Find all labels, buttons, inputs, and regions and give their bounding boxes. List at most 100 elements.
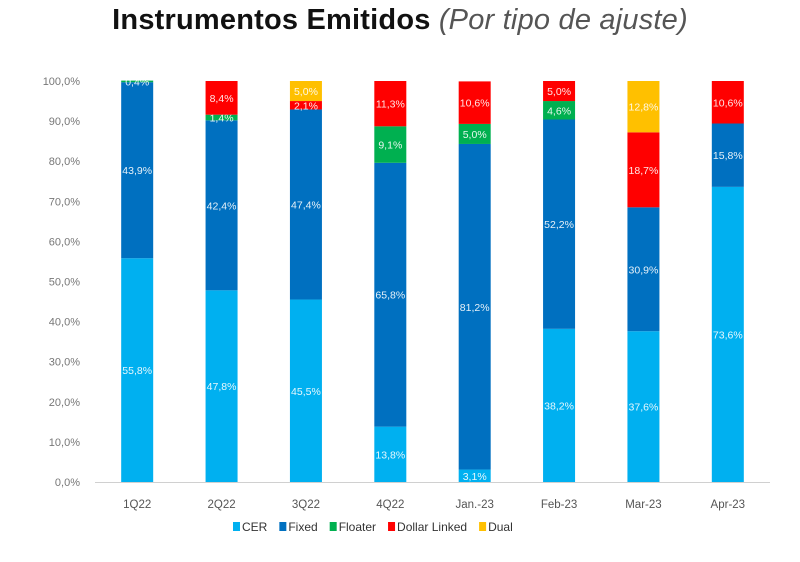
data-label: 9,1% [378,140,402,152]
bar-segment-floater [205,114,238,121]
bar-segment-fixed [627,207,660,332]
data-label: 5,0% [294,86,318,98]
data-label: 45,5% [291,386,321,398]
data-label: 43,9% [122,165,152,177]
x-tick-label: 2Q22 [207,499,235,511]
y-tick-label: 0,0% [55,477,80,489]
x-tick-label: Jan.-23 [456,499,494,511]
chart-subtitle: (Por tipo de ajuste) [438,4,688,36]
bar-segment-cer [627,331,660,482]
x-axis: 1Q22 2Q22 3Q22 4Q22 Jan.-23 Feb-23 Mar-23 Apr-2… [123,499,745,511]
bar-stack-2Q22: 47,8% 42,4% 1,4% 8,4% [205,81,238,482]
data-label: 15,8% [713,150,743,162]
data-label: 12,8% [629,102,659,114]
bar-segment-dollar-linked [289,101,322,110]
bar-segment-cer [374,426,407,482]
bar-segment-dual [627,81,660,133]
y-tick-label: 80,0% [49,156,80,168]
bar-segment-cer [458,469,491,482]
data-label: 10,6% [713,97,743,109]
bar-segment-cer [289,299,322,482]
bar-segment-dollar-linked [205,81,238,115]
data-label: 11,3% [376,99,405,111]
bar-stack-Apr-23: 73,6% 15,8% 10,6% [711,81,744,482]
legend-item-dollar-linked: Dollar Linked [388,520,467,534]
data-label: 65,8% [375,290,405,302]
bar-segment-cer [543,328,576,482]
y-tick-label: 20,0% [49,397,80,409]
bar-stack-Jan.-23: 3,1% 81,2% 5,0% 10,6% [458,81,491,483]
bars: 55,8% 43,9% 0,4% 47,8% 42,4% 1,4% 8,4% 45,5% 47,… [121,76,744,483]
y-tick-label: 50,0% [49,277,80,289]
y-axis: 0,0% 10,0% 20,0% 30,0% 40,0% 50,0% 60,0% 70,0% 8… [43,76,81,489]
legend-item-cer: CER [233,520,268,534]
bar-segment-floater [458,123,491,144]
bar-segment-dollar-linked [711,81,744,124]
legend-item-dual: Dual [479,520,513,534]
bar-segment-cer [121,258,154,482]
data-label: 3,1% [463,471,487,483]
bar-stack-Feb-23: 38,2% 52,2% 4,6% 5,0% [543,81,576,482]
legend-item-fixed: Fixed [279,520,318,534]
x-tick-label: 3Q22 [292,499,320,511]
bar-segment-dollar-linked [627,132,660,208]
bar-segment-cer [205,290,238,482]
legend-swatch [329,522,337,531]
bar-segment-dollar-linked [458,81,491,124]
legend-swatch [388,522,396,531]
legend-label: Dollar Linked [397,520,467,534]
legend-label: Dual [488,520,513,534]
data-label: 13,8% [375,449,405,461]
legend-swatch [479,522,487,531]
bar-segment-fixed [374,162,407,427]
data-label: 42,4% [207,200,237,212]
data-label: 18,7% [629,165,659,177]
legend-label: Floater [339,520,376,534]
bar-stack-3Q22: 45,5% 47,4% 2,1% 5,0% [289,81,322,482]
bar-segment-floater [374,126,407,163]
data-label: 81,2% [460,302,490,314]
y-tick-label: 90,0% [49,116,80,128]
legend: CER Fixed Floater Dollar Linked Dual [233,520,513,534]
data-label: 38,2% [544,400,574,412]
legend-label: CER [242,520,268,534]
y-tick-label: 30,0% [49,357,80,369]
bar-stack-Mar-23: 37,6% 30,9% 18,7% 12,8% [627,81,660,482]
y-tick-label: 10,0% [49,437,80,449]
bar-segment-fixed [205,120,238,291]
data-label: 52,2% [544,219,574,231]
bar-segment-fixed [289,109,322,300]
bar-segment-floater [543,101,576,120]
y-tick-label: 40,0% [49,317,80,329]
bar-stack-1Q22: 55,8% 43,9% 0,4% [121,76,154,482]
data-label: 47,4% [291,200,321,212]
data-label: 55,8% [122,365,152,377]
x-tick-label: Apr-23 [711,499,746,511]
x-tick-label: Feb-23 [541,499,577,511]
bar-segment-fixed [458,143,491,470]
legend-swatch [233,522,240,531]
bar-segment-fixed [543,119,576,329]
chart-title-main: Instrumentos Emitidos [112,4,431,36]
bar-segment-cer [711,186,744,482]
bar-segment-fixed [121,82,154,259]
data-label: 5,0% [547,86,571,98]
data-label: 1,4% [210,112,234,124]
bar-segment-dollar-linked [543,81,576,102]
data-label: 10,6% [460,98,490,110]
data-label: 8,4% [210,93,234,105]
data-label: 5,0% [463,129,487,141]
y-tick-label: 70,0% [49,196,80,208]
data-label: 30,9% [629,264,659,276]
data-label: 4,6% [547,105,571,117]
data-label: 37,6% [629,402,659,414]
legend-label: Fixed [288,520,317,534]
data-label: 73,6% [713,329,743,341]
legend-swatch [279,522,287,531]
legend-item-floater: Floater [329,520,376,534]
data-label: 2,1% [294,100,318,112]
x-tick-label: Mar-23 [625,499,661,511]
chart-title: Instrumentos Emitidos (Por tipo de ajust… [0,4,800,37]
data-label: 0,4% [125,76,149,88]
